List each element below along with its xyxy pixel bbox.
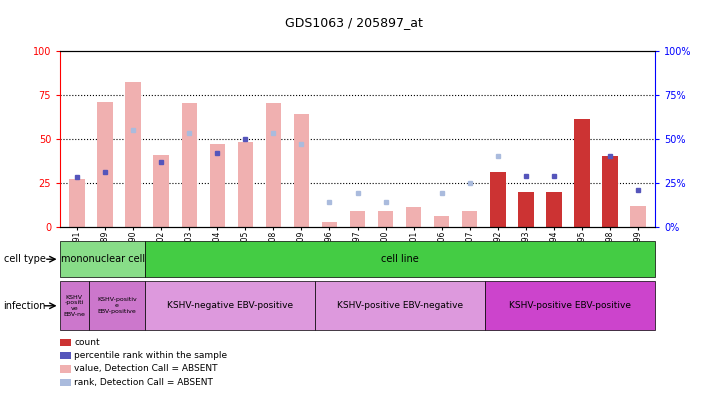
Text: KSHV
-positi
ve
EBV-ne: KSHV -positi ve EBV-ne — [64, 294, 85, 317]
Bar — [350, 211, 365, 227]
Bar — [125, 82, 141, 227]
Bar — [266, 104, 281, 227]
Bar — [485, 281, 655, 330]
Bar — [574, 119, 590, 227]
Bar — [462, 211, 477, 227]
Bar — [518, 192, 534, 227]
Bar — [60, 241, 145, 277]
Text: cell type: cell type — [4, 254, 45, 264]
Bar — [145, 281, 315, 330]
Bar — [69, 179, 85, 227]
Text: percentile rank within the sample: percentile rank within the sample — [74, 351, 227, 360]
Bar — [603, 156, 617, 227]
Bar — [181, 104, 197, 227]
Bar — [434, 216, 450, 227]
Text: cell line: cell line — [381, 254, 419, 264]
Bar — [294, 114, 309, 227]
Text: KSHV-positive EBV-positive: KSHV-positive EBV-positive — [509, 301, 631, 310]
Bar — [406, 207, 421, 227]
Bar — [378, 211, 394, 227]
Bar — [315, 281, 485, 330]
Bar — [88, 281, 145, 330]
Bar — [145, 241, 655, 277]
Text: mononuclear cell: mononuclear cell — [61, 254, 144, 264]
Text: rank, Detection Call = ABSENT: rank, Detection Call = ABSENT — [74, 378, 213, 387]
Text: KSHV-positiv
e
EBV-positive: KSHV-positiv e EBV-positive — [97, 298, 137, 314]
Text: KSHV-positive EBV-negative: KSHV-positive EBV-negative — [337, 301, 463, 310]
Bar — [154, 155, 169, 227]
Bar — [630, 206, 646, 227]
Bar — [98, 102, 113, 227]
Text: KSHV-negative EBV-positive: KSHV-negative EBV-positive — [167, 301, 293, 310]
Text: count: count — [74, 338, 100, 347]
Text: value, Detection Call = ABSENT: value, Detection Call = ABSENT — [74, 364, 218, 373]
Text: GDS1063 / 205897_at: GDS1063 / 205897_at — [285, 16, 423, 29]
Bar — [321, 222, 337, 227]
Bar — [210, 144, 225, 227]
Bar — [60, 281, 88, 330]
Bar — [490, 172, 506, 227]
Bar — [238, 142, 253, 227]
Text: infection: infection — [4, 301, 46, 311]
Bar — [546, 192, 561, 227]
